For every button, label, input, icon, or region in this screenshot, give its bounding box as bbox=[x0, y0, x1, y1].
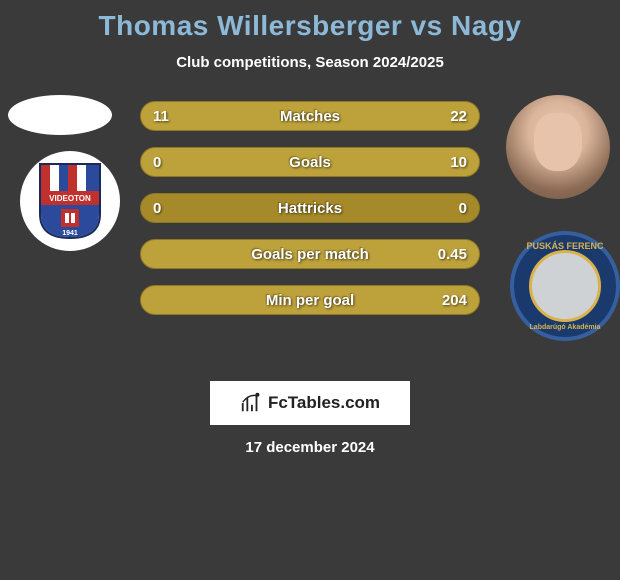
infographic-date: 17 december 2024 bbox=[0, 439, 620, 456]
stat-label: Hattricks bbox=[141, 194, 479, 222]
videoton-shield-icon: VIDEOTON 1941 bbox=[39, 163, 101, 239]
stat-value-right: 10 bbox=[450, 148, 467, 176]
player-left-avatar bbox=[8, 95, 112, 135]
stat-bar: 0Goals10 bbox=[140, 147, 480, 177]
branding-box: FcTables.com bbox=[210, 381, 410, 425]
stat-label: Goals per match bbox=[141, 240, 479, 268]
stat-bar: 0Hattricks0 bbox=[140, 193, 480, 223]
page-subtitle: Club competitions, Season 2024/2025 bbox=[0, 54, 620, 71]
svg-text:1941: 1941 bbox=[62, 230, 78, 237]
branding-text: FcTables.com bbox=[268, 393, 380, 413]
stat-value-right: 0 bbox=[459, 194, 467, 222]
crest-right-portrait bbox=[529, 250, 601, 322]
stat-bars: 11Matches220Goals100Hattricks0Goals per … bbox=[140, 101, 480, 331]
stat-label: Goals bbox=[141, 148, 479, 176]
crest-left-text: VIDEOTON bbox=[49, 194, 91, 203]
page-title: Thomas Willersberger vs Nagy bbox=[0, 10, 620, 42]
stat-bar: 11Matches22 bbox=[140, 101, 480, 131]
player-right-avatar bbox=[506, 95, 610, 199]
stat-bar: Goals per match0.45 bbox=[140, 239, 480, 269]
crest-right-bottom-text: Labdarúgó Akadémia bbox=[530, 324, 601, 331]
crest-right-top-text: PUSKÁS FERENC bbox=[526, 241, 603, 251]
stat-value-right: 204 bbox=[442, 286, 467, 314]
stats-area: VIDEOTON 1941 PUSKÁS FERENC Labdarúgó Ak… bbox=[0, 101, 620, 361]
stat-value-right: 0.45 bbox=[438, 240, 467, 268]
infographic-root: Thomas Willersberger vs Nagy Club compet… bbox=[0, 0, 620, 456]
club-left-crest: VIDEOTON 1941 bbox=[20, 151, 120, 251]
stat-label: Min per goal bbox=[141, 286, 479, 314]
stat-label: Matches bbox=[141, 102, 479, 130]
club-right-crest: PUSKÁS FERENC Labdarúgó Akadémia bbox=[510, 231, 620, 341]
stat-value-right: 22 bbox=[450, 102, 467, 130]
stat-bar: Min per goal204 bbox=[140, 285, 480, 315]
fctables-logo-icon bbox=[240, 392, 262, 414]
